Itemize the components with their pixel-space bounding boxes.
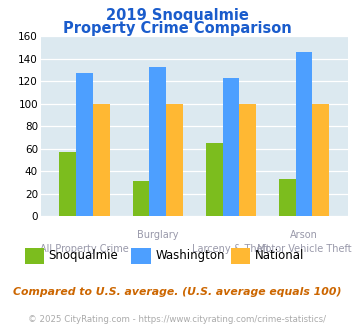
Text: Motor Vehicle Theft: Motor Vehicle Theft [257,244,351,254]
Bar [239,104,256,216]
Bar [296,52,312,216]
Bar [206,143,223,216]
Text: 2019 Snoqualmie: 2019 Snoqualmie [106,8,249,23]
Bar [166,104,183,216]
Text: Snoqualmie: Snoqualmie [49,249,118,262]
Text: Arson: Arson [290,230,318,240]
Text: Compared to U.S. average. (U.S. average equals 100): Compared to U.S. average. (U.S. average … [13,287,342,297]
Bar [149,67,166,216]
Bar [76,73,93,216]
Text: Property Crime Comparison: Property Crime Comparison [63,21,292,36]
Text: National: National [255,249,304,262]
Text: Larceny & Theft: Larceny & Theft [192,244,270,254]
Bar [132,181,149,216]
Bar [223,78,239,216]
Bar [312,104,329,216]
Bar [93,104,110,216]
Text: Washington: Washington [155,249,225,262]
Text: All Property Crime: All Property Crime [40,244,129,254]
Bar [279,179,296,216]
Bar [60,152,76,216]
Text: © 2025 CityRating.com - https://www.cityrating.com/crime-statistics/: © 2025 CityRating.com - https://www.city… [28,315,327,324]
Text: Burglary: Burglary [137,230,179,240]
